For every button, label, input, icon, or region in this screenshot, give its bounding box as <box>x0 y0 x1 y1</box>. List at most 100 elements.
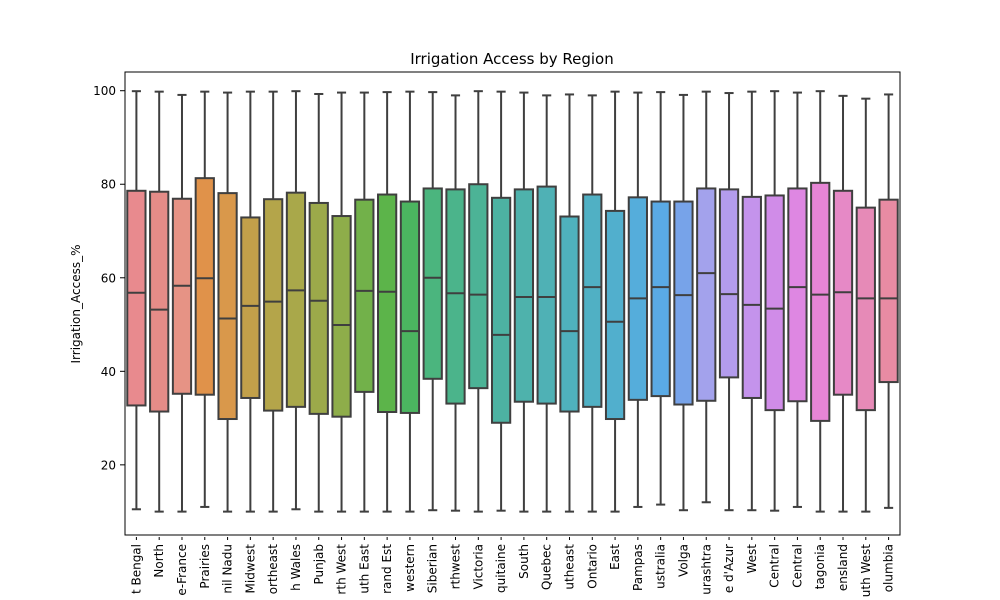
box-iqr <box>696 187 717 402</box>
x-tick-label: ensland <box>836 544 850 591</box>
box-group <box>171 93 193 513</box>
box-iqr <box>331 215 352 418</box>
x-tick-label: Ontario <box>585 544 599 589</box>
box-group <box>263 90 284 513</box>
box-group <box>787 91 808 508</box>
box-iqr <box>240 216 261 399</box>
box-iqr <box>650 200 671 398</box>
box-group <box>696 90 717 504</box>
box-group <box>604 90 626 513</box>
x-tick-label: East <box>608 544 622 570</box>
y-tick-label: 20 <box>101 458 116 472</box>
box-iqr <box>285 191 307 408</box>
x-tick-label: West <box>745 544 759 574</box>
x-tick-label: Prairies <box>198 544 212 589</box>
x-tick-label: tagonia <box>813 544 827 589</box>
box-group <box>194 90 215 508</box>
x-tick-label: western <box>403 544 417 592</box>
box-group <box>468 90 489 513</box>
box-iqr <box>194 177 215 396</box>
box-iqr <box>399 200 421 414</box>
box-iqr <box>217 192 238 421</box>
x-tick-label: Central <box>790 544 804 588</box>
box-group <box>308 92 329 513</box>
box-group <box>559 93 580 513</box>
x-tick-label: Central <box>768 544 782 588</box>
x-tick-label: rth West <box>335 544 349 595</box>
box-group <box>126 90 147 511</box>
box-iqr <box>490 196 512 424</box>
y-tick-label: 80 <box>101 178 116 192</box>
box-iqr <box>787 187 808 403</box>
plot-frame <box>124 71 901 536</box>
box-group <box>217 91 238 513</box>
box-iqr <box>810 181 831 422</box>
x-tick-label: Midwest <box>243 544 257 594</box>
box-iqr <box>582 193 603 408</box>
box-group <box>650 91 671 506</box>
x-tick-label: ustralia <box>654 544 668 589</box>
box-group <box>855 97 876 513</box>
box-group <box>627 91 648 508</box>
y-axis: 20 40 60 80 100 <box>93 84 125 472</box>
box-iqr <box>308 201 329 415</box>
y-tick-label: 40 <box>101 365 116 379</box>
box-iqr <box>263 198 284 412</box>
box-iqr <box>354 198 375 393</box>
box-group <box>513 91 535 513</box>
x-tick-label: rthwest <box>449 544 463 590</box>
x-tick-label: olumbia <box>882 544 896 592</box>
box-iqr <box>445 188 466 405</box>
x-tick-label: North <box>152 544 166 578</box>
box-group <box>582 94 603 513</box>
box-group <box>832 94 854 513</box>
x-tick-label: South <box>517 544 531 579</box>
x-tick-label: nil Nadu <box>221 544 235 594</box>
x-tick-label: Pampas <box>631 544 645 591</box>
x-tick-label: ortheast <box>266 544 280 595</box>
box-group <box>445 94 466 512</box>
box-iqr <box>559 215 580 413</box>
box-iqr <box>604 209 626 421</box>
boxes-layer <box>126 90 899 513</box>
box-group <box>149 90 170 513</box>
box-iqr <box>764 194 785 412</box>
chart-title: Irrigation Access by Region <box>410 50 614 68</box>
box-iqr <box>673 200 694 406</box>
x-tick-label: utheast <box>562 544 576 590</box>
x-tick-label: Victoria <box>471 544 485 590</box>
box-iqr <box>377 193 398 414</box>
x-tick-label: h Wales <box>289 544 303 591</box>
box-group <box>354 91 375 513</box>
box-iqr <box>149 190 170 413</box>
box-iqr <box>855 206 876 412</box>
box-group <box>240 90 261 513</box>
box-group <box>422 91 443 512</box>
x-axis: t Bengal North e-France Prairies nil Nadu Mid… <box>129 537 896 598</box>
box-iqr <box>878 198 899 384</box>
box-iqr <box>171 197 193 395</box>
box-group <box>878 93 899 509</box>
box-group <box>764 90 785 512</box>
box-group <box>377 91 398 513</box>
y-tick-label: 100 <box>93 84 116 98</box>
y-axis-label: Irrigation_Access_% <box>69 245 83 364</box>
box-iqr <box>126 189 147 407</box>
box-group <box>810 90 831 513</box>
x-tick-label: rand Est <box>380 544 394 594</box>
box-group <box>673 93 694 512</box>
x-tick-label: Quebec <box>540 544 554 590</box>
x-tick-label: e d'Azur <box>722 544 736 593</box>
x-tick-label: Volga <box>676 544 690 577</box>
box-group <box>331 91 352 513</box>
box-group <box>399 90 421 513</box>
box-group <box>741 90 762 512</box>
y-tick-label: 60 <box>101 271 116 285</box>
x-tick-label: Punjab <box>312 544 326 585</box>
x-tick-label: uth West <box>859 544 873 598</box>
x-tick-label: urashtra <box>699 544 713 595</box>
box-group <box>285 90 307 511</box>
box-iqr <box>468 183 489 390</box>
box-iqr <box>741 195 762 399</box>
